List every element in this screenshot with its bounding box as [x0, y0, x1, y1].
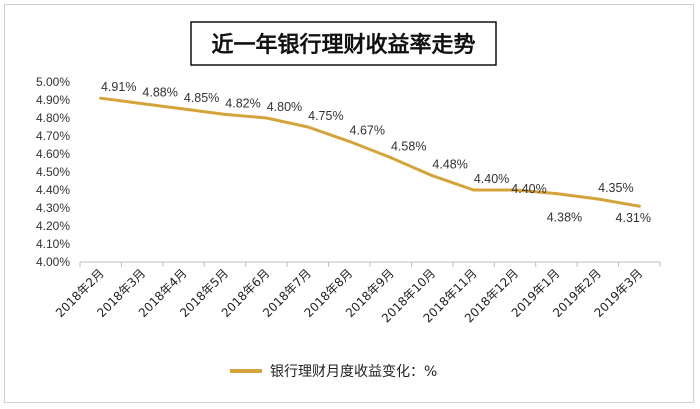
data-label: 4.38% [547, 211, 582, 225]
y-tick-label: 4.60% [36, 147, 70, 161]
y-tick-label: 4.30% [36, 201, 70, 215]
legend: 银行理财月度收益变化：% [230, 364, 437, 380]
chart-title-group: 近一年银行理财收益率走势 [190, 21, 497, 66]
data-point [637, 204, 641, 208]
series-layer [99, 96, 641, 208]
y-tick-label: 4.90% [36, 93, 70, 107]
data-labels: 4.91% 4.88% 4.85% 4.82% 4.80% 4.75% 4.67% 4.58%… [101, 80, 651, 225]
data-point [264, 116, 268, 120]
y-tick-label: 4.70% [36, 129, 70, 143]
data-point [306, 125, 310, 129]
data-point [99, 96, 103, 100]
data-point [223, 112, 227, 116]
data-point [182, 107, 186, 111]
y-tick-label: 4.50% [36, 165, 70, 179]
data-label: 4.82% [225, 96, 260, 110]
data-label: 4.58% [391, 140, 426, 154]
data-label: 4.75% [308, 109, 343, 123]
chart-title: 近一年银行理财收益率走势 [211, 32, 475, 58]
data-point [389, 156, 393, 160]
chart-title-box [190, 21, 497, 66]
y-tick-label: 4.20% [36, 219, 70, 233]
chart-frame [4, 4, 694, 403]
data-label: 4.35% [598, 181, 633, 195]
series-line [99, 96, 641, 208]
data-label: 4.85% [184, 91, 219, 105]
y-tick-label: 5.00% [36, 75, 70, 89]
y-tick-label: 4.80% [36, 111, 70, 125]
data-label: 4.88% [142, 86, 177, 100]
legend-label: 银行理财月度收益变化：% [270, 364, 437, 380]
data-label: 4.80% [267, 100, 302, 114]
y-tick-label: 4.00% [36, 255, 70, 269]
data-point [430, 174, 434, 178]
data-point [513, 188, 517, 192]
x-axis: 2018年2月2018年3月2018年4月2018年5月2018年6月2018年… [53, 262, 661, 325]
data-label: 4.48% [432, 158, 467, 172]
data-label: 4.40% [511, 182, 546, 196]
y-axis: 4.00% 4.10% 4.20% 4.30% 4.40% 4.50% 4.60% 4.70%… [36, 75, 70, 269]
data-point [554, 192, 558, 196]
data-label: 4.40% [474, 172, 509, 186]
data-point [347, 139, 351, 143]
y-tick-label: 4.10% [36, 237, 70, 251]
data-point [140, 102, 144, 106]
data-label: 4.31% [616, 211, 651, 225]
data-point [472, 188, 476, 192]
data-label: 4.91% [101, 80, 136, 94]
y-tick-label: 4.40% [36, 183, 70, 197]
data-point [596, 197, 600, 201]
data-label: 4.67% [350, 123, 385, 137]
